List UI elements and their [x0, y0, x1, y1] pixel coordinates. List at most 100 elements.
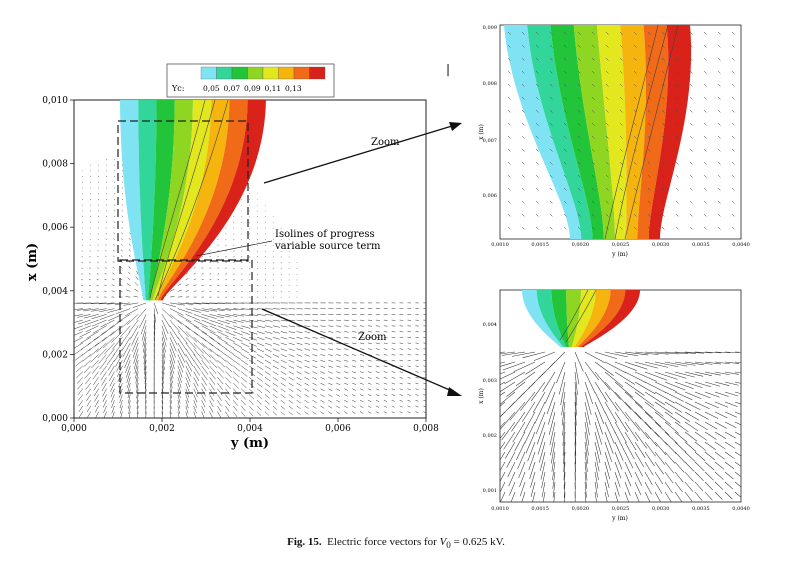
vector — [115, 354, 123, 367]
vector — [344, 399, 348, 403]
vector — [563, 187, 567, 191]
stray-mark: | — [446, 62, 450, 76]
vector — [391, 342, 396, 344]
vector — [675, 200, 679, 204]
vector — [367, 388, 372, 391]
vector — [703, 109, 707, 113]
vector — [193, 400, 197, 408]
vector — [161, 411, 163, 418]
vector — [731, 57, 735, 61]
vector — [577, 109, 581, 113]
vector — [500, 361, 506, 364]
vector — [500, 381, 516, 393]
vector — [161, 308, 173, 319]
vector — [217, 308, 231, 311]
vector — [536, 421, 546, 445]
vector — [577, 96, 581, 100]
vector — [217, 267, 220, 269]
vector — [144, 360, 147, 375]
vector — [115, 302, 131, 305]
vector — [423, 377, 426, 379]
vector — [209, 302, 225, 304]
vector — [535, 161, 539, 165]
vector — [78, 325, 91, 331]
vector — [86, 331, 99, 339]
vector — [619, 57, 623, 61]
vector — [312, 336, 318, 339]
vector — [647, 148, 651, 152]
vector — [185, 405, 189, 414]
vector — [249, 331, 258, 335]
vector — [604, 381, 621, 400]
vector — [624, 481, 631, 496]
vector — [248, 193, 250, 195]
vector — [549, 174, 553, 178]
vector — [535, 148, 539, 152]
vector — [217, 342, 228, 350]
vector — [624, 461, 633, 478]
vector — [694, 441, 707, 451]
vector — [591, 226, 595, 230]
vector — [549, 70, 553, 74]
vector — [109, 377, 115, 387]
vector — [241, 256, 243, 258]
vector — [664, 391, 684, 402]
vector — [675, 109, 679, 113]
main-flame-band — [158, 100, 248, 301]
zoom-top-band — [504, 25, 582, 239]
vector — [535, 122, 539, 126]
vector — [614, 471, 621, 488]
vector — [684, 421, 699, 432]
vector — [584, 461, 588, 481]
vector — [594, 411, 603, 435]
vector — [734, 391, 741, 395]
vector — [549, 44, 553, 48]
vector — [399, 371, 404, 373]
vector — [121, 232, 123, 235]
vector — [604, 461, 611, 480]
tick-label: 0,0015 — [531, 506, 549, 512]
vector — [549, 421, 556, 446]
vector — [530, 381, 546, 402]
vector — [359, 365, 364, 368]
vector — [336, 342, 341, 345]
vector — [233, 337, 243, 342]
vector — [703, 213, 707, 217]
vector — [512, 421, 526, 443]
vector — [74, 325, 83, 330]
vector — [724, 491, 733, 500]
vector — [99, 308, 115, 313]
vector — [185, 360, 193, 372]
vector — [717, 200, 721, 204]
vector — [320, 331, 326, 333]
vector — [129, 232, 131, 235]
vector — [272, 331, 280, 334]
vector — [717, 187, 721, 191]
vector — [689, 31, 693, 35]
vector — [359, 354, 365, 356]
vector — [619, 44, 623, 48]
vector — [624, 391, 643, 408]
vector — [83, 314, 99, 319]
tick-label: 0,0025 — [612, 506, 630, 512]
vector — [528, 451, 536, 471]
vector — [217, 244, 219, 246]
vector — [561, 401, 566, 426]
vector — [296, 411, 301, 415]
tick-label: 0,0035 — [692, 506, 710, 512]
vector — [383, 411, 388, 414]
vector — [225, 314, 238, 317]
vector — [280, 394, 286, 398]
vector — [108, 365, 115, 376]
vector — [185, 278, 189, 281]
vector — [98, 302, 115, 305]
vector — [383, 348, 388, 350]
vector — [664, 351, 689, 355]
vector — [89, 244, 91, 246]
vector — [296, 371, 302, 375]
vector — [111, 290, 115, 292]
vector — [264, 210, 266, 212]
vector — [383, 365, 388, 368]
vector — [233, 411, 238, 418]
vector — [731, 213, 735, 217]
